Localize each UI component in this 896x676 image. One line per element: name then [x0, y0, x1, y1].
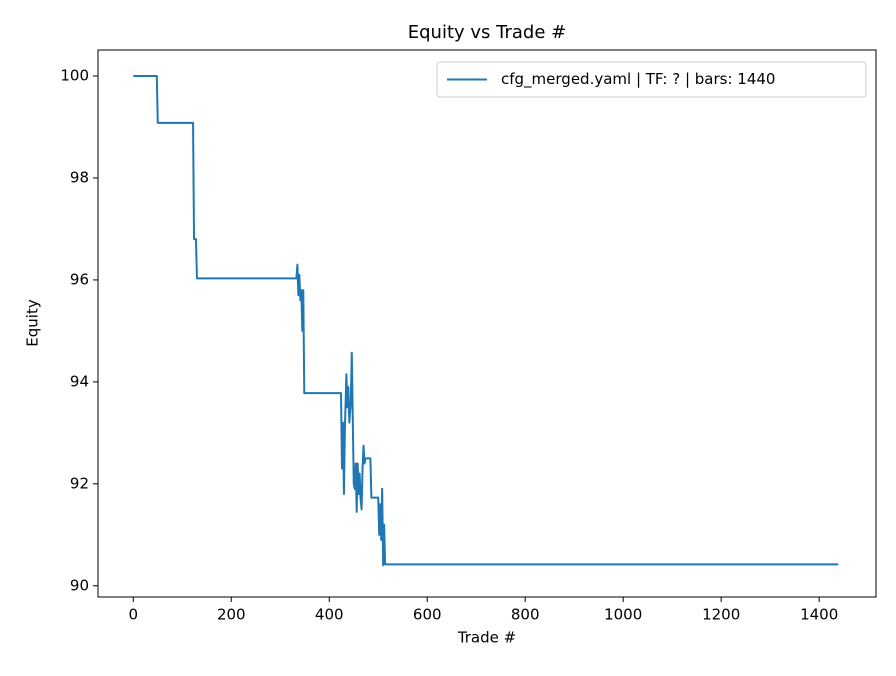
x-tick-label: 0 — [129, 606, 139, 624]
y-tick-label: 96 — [70, 270, 89, 288]
x-tick-label: 200 — [217, 606, 246, 624]
x-tick-label: 600 — [413, 606, 442, 624]
y-tick-label: 94 — [70, 372, 89, 390]
y-tick-label: 100 — [60, 66, 89, 84]
legend-label: cfg_merged.yaml | TF: ? | bars: 1440 — [501, 70, 775, 89]
y-tick-label: 92 — [70, 474, 89, 492]
x-tick-label: 400 — [315, 606, 344, 624]
x-tick-label: 1400 — [800, 606, 838, 624]
legend-box — [436, 61, 867, 98]
y-axis-label: Equity — [24, 299, 42, 347]
x-tick-label: 800 — [511, 606, 540, 624]
line-series — [133, 75, 839, 567]
chart-title: Equity vs Trade # — [408, 22, 566, 43]
x-axis-label: Trade # — [457, 629, 516, 647]
y-tick-label: 90 — [70, 576, 89, 594]
x-tick-label: 1200 — [702, 606, 740, 624]
y-tick-label: 98 — [70, 168, 89, 186]
x-tick-label: 1000 — [604, 606, 642, 624]
plot-frame — [97, 49, 877, 598]
